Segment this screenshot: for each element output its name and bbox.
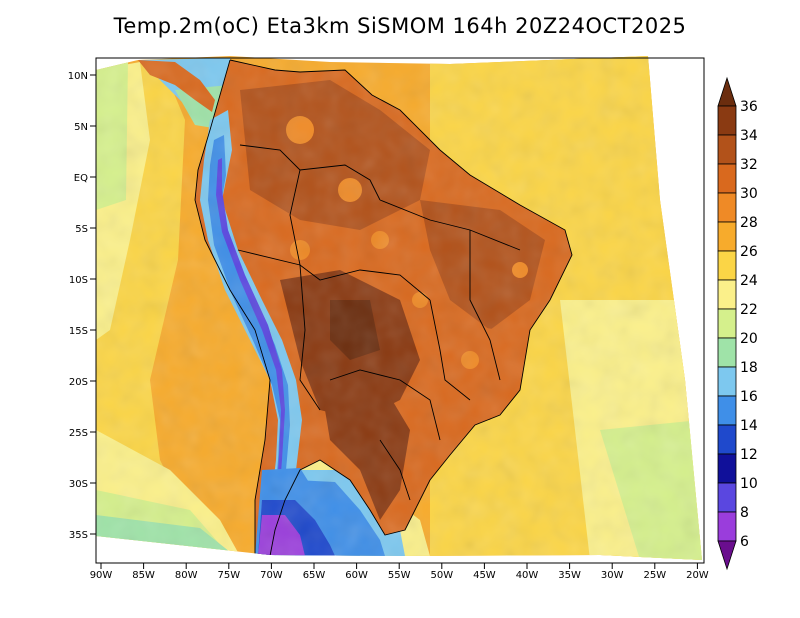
lon-label: 40W (516, 570, 539, 581)
lon-label: 30W (601, 570, 624, 581)
colorbar-label: 32 (740, 157, 758, 173)
colorbar-swatch (717, 105, 737, 136)
colorbar-swatch (717, 337, 737, 368)
temperature-field (96, 56, 702, 560)
colorbar-label: 16 (740, 389, 758, 405)
lon-label: 55W (388, 570, 411, 581)
lon-label: 35W (558, 570, 581, 581)
colorbar-label: 8 (740, 505, 749, 521)
lat-label: 10N (68, 71, 88, 82)
plot-border (95, 57, 705, 564)
lon-label: 20W (686, 570, 709, 581)
colorbar-swatch (717, 279, 737, 310)
colorbar-label: 22 (740, 302, 758, 318)
colorbar-swatch (717, 453, 737, 484)
colorbar-label: 10 (740, 476, 758, 492)
lat-label: 35S (69, 530, 88, 541)
colorbar-label: 36 (740, 99, 758, 115)
colorbar-label: 30 (740, 186, 758, 202)
lon-label: 60W (345, 570, 368, 581)
colorbar-label: 20 (740, 331, 758, 347)
map-title: Temp.2m(oC) Eta3km SiSMOM 164h 20Z24OCT2… (113, 14, 687, 38)
colorbar-label: 18 (740, 360, 758, 376)
colorbar-swatch (717, 395, 737, 426)
lon-label: 85W (132, 570, 155, 581)
colorbar-label: 6 (740, 534, 749, 550)
colorbar-swatch (717, 308, 737, 339)
colorbar: 36 34 32 30 28 26 24 22 20 18 16 14 12 10 8 6 (717, 76, 758, 571)
lat-label: 30S (69, 479, 88, 490)
colorbar-swatch (717, 250, 737, 281)
lon-label: 45W (473, 570, 496, 581)
lat-label: 5S (75, 224, 88, 235)
colorbar-swatch (717, 511, 737, 542)
colorbar-swatch (717, 163, 737, 194)
lat-label: EQ (74, 173, 88, 184)
colorbar-label: 12 (740, 447, 758, 463)
colorbar-swatch (717, 482, 737, 513)
lon-label: 90W (90, 570, 113, 581)
colorbar-label: 26 (740, 244, 758, 260)
colorbar-label: 14 (740, 418, 758, 434)
lon-label: 70W (260, 570, 283, 581)
colorbar-bottom-arrow (717, 540, 737, 571)
lon-label: 65W (303, 570, 326, 581)
colorbar-label: 24 (740, 273, 758, 289)
lon-label: 75W (217, 570, 240, 581)
colorbar-swatch (717, 221, 737, 252)
lon-label: 25W (643, 570, 666, 581)
lon-label: 50W (430, 570, 453, 581)
longitude-axis: 90W 85W 80W 75W 70W 65W 60W 55W 50W 45W 40W 35W 30W 2… (90, 563, 709, 581)
colorbar-swatch (717, 192, 737, 223)
lat-label: 10S (69, 275, 88, 286)
colorbar-swatch (717, 366, 737, 397)
lat-label: 5N (74, 122, 88, 133)
lat-label: 15S (69, 326, 88, 337)
colorbar-swatch (717, 424, 737, 455)
lon-label: 80W (175, 570, 198, 581)
lat-label: 25S (69, 428, 88, 439)
colorbar-top-arrow (717, 76, 737, 107)
latitude-axis: 10N 5N EQ 5S 10S 15S 20S 25S 30S 35S (68, 71, 96, 541)
colorbar-swatch (717, 134, 737, 165)
lat-label: 20S (69, 377, 88, 388)
colorbar-label: 34 (740, 128, 758, 144)
colorbar-label: 28 (740, 215, 758, 231)
